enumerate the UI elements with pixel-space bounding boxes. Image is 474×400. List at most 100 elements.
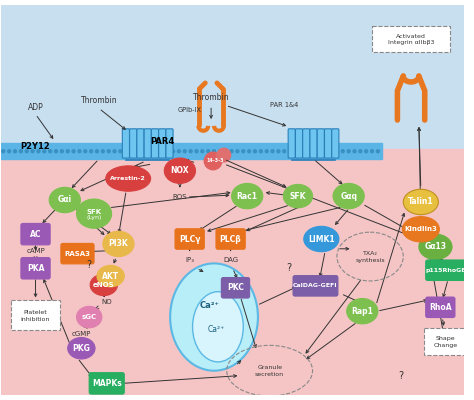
Circle shape [172,150,174,153]
Circle shape [66,150,69,153]
Circle shape [49,150,52,153]
Text: Platelet: Platelet [24,310,47,315]
Circle shape [306,150,309,153]
FancyBboxPatch shape [303,129,310,158]
Text: RhoA: RhoA [429,303,452,312]
FancyBboxPatch shape [293,276,338,296]
FancyBboxPatch shape [129,129,137,158]
Ellipse shape [103,231,134,256]
Circle shape [113,150,116,153]
Ellipse shape [402,216,439,242]
Circle shape [359,150,362,153]
FancyBboxPatch shape [21,224,50,245]
FancyBboxPatch shape [159,129,166,158]
FancyBboxPatch shape [310,129,317,158]
Ellipse shape [283,184,312,208]
Text: Change: Change [433,343,457,348]
Circle shape [265,150,268,153]
Text: Ca²⁺: Ca²⁺ [199,301,219,310]
Text: Gαi: Gαi [58,196,72,204]
Circle shape [371,150,374,153]
Bar [1,5,464,149]
Text: Shape: Shape [436,336,455,341]
Text: (Lyn): (Lyn) [86,215,102,220]
Bar [1,149,464,395]
Text: Rac1: Rac1 [237,192,258,200]
Circle shape [96,150,99,153]
FancyBboxPatch shape [166,129,173,158]
Ellipse shape [304,226,339,252]
Circle shape [365,150,368,153]
Circle shape [329,150,333,153]
Circle shape [19,150,22,153]
Ellipse shape [106,166,151,191]
FancyBboxPatch shape [89,373,124,394]
Circle shape [78,150,81,153]
Circle shape [101,150,104,153]
Circle shape [154,150,157,153]
Ellipse shape [76,199,111,228]
Circle shape [131,150,134,153]
Circle shape [137,150,139,153]
FancyBboxPatch shape [288,129,295,158]
Bar [11,300,60,330]
Text: Kindlin3: Kindlin3 [404,226,437,232]
Text: inhibition: inhibition [21,316,50,322]
Circle shape [347,150,350,153]
Circle shape [242,150,245,153]
FancyBboxPatch shape [137,129,144,158]
Text: Thrombin: Thrombin [193,93,229,102]
Circle shape [201,150,204,153]
Text: TXA₂: TXA₂ [363,251,377,256]
Text: AC: AC [30,230,41,239]
Ellipse shape [97,265,124,287]
Text: eNOS: eNOS [93,282,115,288]
FancyBboxPatch shape [216,229,245,249]
Ellipse shape [170,264,258,371]
Circle shape [142,150,145,153]
Circle shape [301,150,303,153]
Circle shape [125,150,128,153]
Ellipse shape [68,338,95,359]
Circle shape [25,150,28,153]
Text: RASA3: RASA3 [64,251,91,257]
FancyBboxPatch shape [122,129,129,158]
Text: MAPKs: MAPKs [92,379,122,388]
Text: ?: ? [87,260,92,270]
Circle shape [177,150,181,153]
Ellipse shape [90,274,118,296]
Bar [1,144,382,159]
FancyBboxPatch shape [21,258,50,279]
Circle shape [312,150,315,153]
Text: PKA: PKA [27,264,44,273]
Text: Integrin αIIbβ3: Integrin αIIbβ3 [388,40,434,46]
Circle shape [294,150,297,153]
Circle shape [31,150,34,153]
Circle shape [183,150,186,153]
Ellipse shape [346,298,378,324]
Ellipse shape [403,189,438,215]
Text: PAR 1&4: PAR 1&4 [270,102,299,108]
Circle shape [248,150,251,153]
Text: NOX: NOX [171,166,189,175]
Circle shape [195,150,198,153]
Bar [372,26,450,52]
Text: NO: NO [101,300,112,306]
FancyBboxPatch shape [221,278,250,298]
Circle shape [60,150,64,153]
Text: ADP: ADP [27,103,44,112]
Circle shape [254,150,256,153]
Circle shape [72,150,75,153]
Text: PLCβ: PLCβ [220,234,241,244]
Circle shape [90,150,92,153]
Circle shape [318,150,321,153]
Text: PLCγ: PLCγ [179,234,201,244]
FancyBboxPatch shape [295,129,302,158]
Circle shape [14,150,17,153]
Ellipse shape [76,306,102,328]
Text: PKC: PKC [227,283,244,292]
Text: cAMP: cAMP [26,248,45,254]
Ellipse shape [232,184,263,209]
Text: cGMP: cGMP [72,331,91,337]
Circle shape [236,150,239,153]
